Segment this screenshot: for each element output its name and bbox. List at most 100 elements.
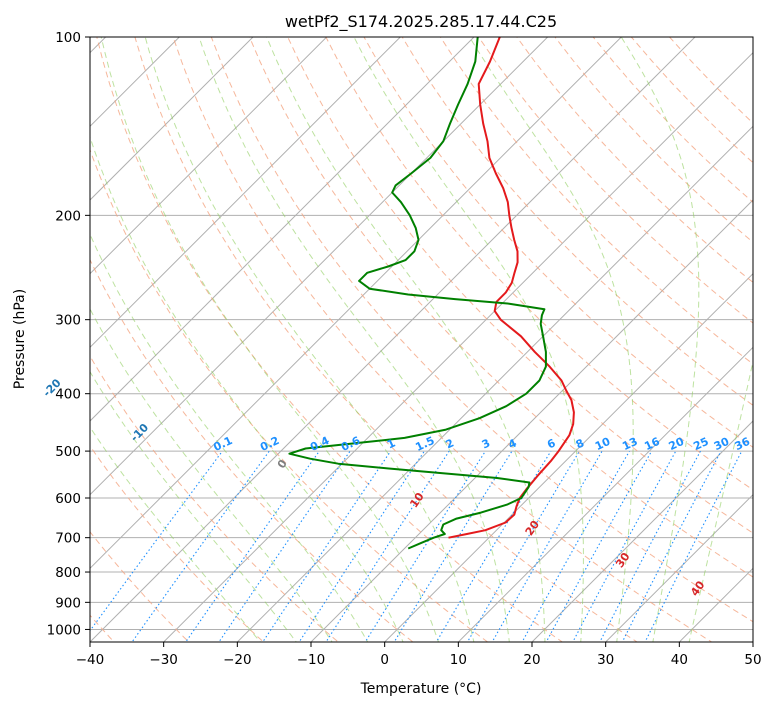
- x-tick-label: −10: [297, 652, 326, 668]
- mixing-ratio-line: [466, 450, 580, 642]
- dry-adiabat: [325, 37, 753, 491]
- dry-adiabat: [90, 148, 489, 642]
- isotherm-gridline: [531, 420, 753, 642]
- moist-adiabat: [688, 358, 753, 642]
- mixing-ratio-line: [491, 450, 603, 642]
- moist-adiabat: [353, 37, 584, 642]
- isotherm-gridline: [604, 493, 753, 642]
- background-reference-lines: [90, 37, 753, 642]
- y-tick-label: 500: [55, 444, 81, 460]
- y-tick-label: 100: [55, 30, 81, 46]
- chart-title: wetPf2_S174.2025.285.17.44.C25: [285, 12, 557, 32]
- dry-adiabat: [134, 37, 638, 642]
- isotherm-gridline: [90, 37, 475, 422]
- isotherm-gridline: [752, 641, 753, 642]
- x-tick-label: 20: [523, 652, 540, 668]
- mixing-ratio-label: 3: [480, 436, 492, 451]
- dry-adiabat: [248, 37, 753, 578]
- isotherm-gridline: [236, 125, 753, 642]
- y-tick-label: 200: [55, 208, 81, 224]
- mixing-ratio-line: [364, 450, 486, 642]
- mixing-ratio-line: [644, 450, 743, 642]
- y-tick-label: 400: [55, 387, 81, 403]
- y-axis-label: Pressure (hPa): [12, 289, 28, 389]
- dry-adiabat: [90, 355, 339, 642]
- dewpoint-trace: [288, 37, 547, 550]
- isotherm-gridline: [678, 567, 753, 642]
- y-tick-label: 1000: [47, 622, 81, 638]
- moist-adiabat: [266, 37, 546, 642]
- mixing-ratio-label: 6: [545, 436, 558, 451]
- sounding-traces: [288, 37, 575, 550]
- moist-adiabat: [90, 370, 297, 642]
- mixing-ratio-label: 36: [733, 435, 753, 453]
- dry-adiabat: [90, 531, 190, 642]
- dry-adiabat: [90, 258, 414, 642]
- isotherm-gridline: [90, 37, 328, 275]
- dry-adiabat: [439, 37, 753, 365]
- isotherm-gridline: [90, 37, 181, 128]
- x-tick-label: −30: [149, 652, 178, 668]
- mixing-ratio-line: [545, 450, 653, 642]
- mixing-ratio-line: [218, 450, 351, 642]
- x-tick-label: −40: [76, 652, 105, 668]
- isotherm-gridline: [310, 199, 753, 642]
- moist-adiabat: [90, 232, 369, 642]
- dry-adiabat: [630, 37, 753, 164]
- mixing-ratio-line: [599, 450, 701, 642]
- plot-frame: [89, 36, 754, 643]
- dry-adiabat: [363, 37, 753, 448]
- dry-adiabat: [592, 37, 753, 203]
- x-axis-label: Temperature (°C): [360, 681, 482, 697]
- temperature-trace: [448, 37, 575, 539]
- isotherm-gridline: [162, 51, 753, 642]
- moist-adiabat: [144, 37, 475, 642]
- x-tick-label: 0: [380, 652, 389, 668]
- x-tick-label: 50: [744, 652, 761, 668]
- x-tick-label: −20: [223, 652, 252, 668]
- wet-bulb-label: 10: [407, 490, 427, 510]
- moist-adiabat: [620, 37, 700, 642]
- y-tick-label: 900: [55, 595, 81, 611]
- isotherm-gridline: [90, 37, 696, 642]
- isotherm-gridline: [90, 37, 549, 496]
- x-tick-label: 10: [450, 652, 467, 668]
- dry-adiabat: [516, 37, 753, 284]
- dry-adiabat: [90, 445, 265, 642]
- mixing-ratio-line: [393, 450, 513, 642]
- mixing-ratio-line: [262, 450, 392, 642]
- mixing-ratio-label: 4: [506, 436, 519, 451]
- moist-adiabat: [100, 37, 440, 642]
- x-tick-label: 30: [597, 652, 614, 668]
- moist-adiabat: [90, 308, 333, 642]
- moist-adiabat: [90, 426, 261, 642]
- mixing-ratio-line: [131, 450, 270, 642]
- y-tick-label: 600: [55, 491, 81, 507]
- x-tick-label: 40: [671, 652, 688, 668]
- dry-adiabat: [287, 37, 753, 534]
- moist-adiabat: [90, 135, 404, 642]
- mixing-ratio-label: 20: [667, 435, 687, 453]
- y-tick-label: 800: [55, 565, 81, 581]
- isotherm-gridline: [90, 37, 623, 570]
- y-tick-label: 700: [55, 531, 81, 547]
- mixing-ratio-label: 10: [593, 435, 613, 453]
- dry-adiabat: [96, 37, 564, 642]
- moist-adiabat: [468, 37, 634, 642]
- dry-adiabat: [668, 37, 753, 124]
- mixing-ratio-line: [572, 450, 677, 642]
- isotherm-gridline: [90, 37, 254, 201]
- dry-adiabat-label: -10: [128, 421, 151, 444]
- isotherm-gridline: [90, 37, 402, 349]
- dry-adiabat: [401, 37, 753, 406]
- mixing-ratio-line: [298, 450, 425, 642]
- mixing-ratio-label: 25: [691, 435, 710, 453]
- mixing-ratio-label: 30: [712, 435, 732, 453]
- mixing-ratio-line: [90, 450, 223, 632]
- moist-adiabat: [198, 37, 510, 642]
- dry-adiabat: [172, 37, 713, 642]
- dry-adiabat: [210, 37, 753, 623]
- wet-bulb-label: 40: [688, 578, 708, 598]
- isotherm-gridline: [457, 346, 753, 642]
